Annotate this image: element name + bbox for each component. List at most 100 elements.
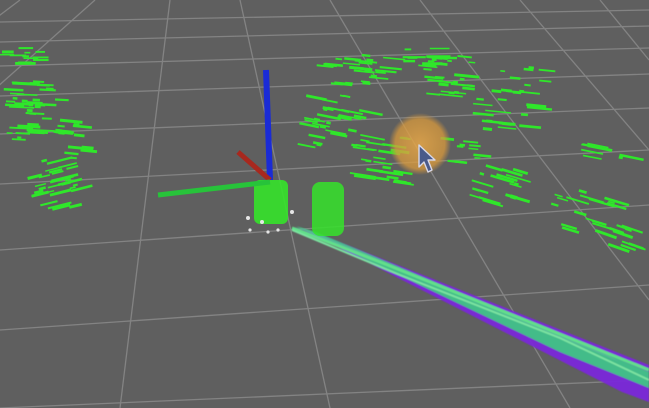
point-cloud-segment bbox=[471, 179, 494, 188]
robot-model bbox=[246, 180, 344, 236]
point-cloud-segment bbox=[370, 74, 378, 78]
point-cloud-segment bbox=[9, 105, 35, 109]
point-cloud-segment bbox=[393, 169, 413, 176]
point-cloud-segment bbox=[366, 58, 374, 62]
point-cloud-segment bbox=[51, 203, 71, 211]
point-cloud-segment bbox=[11, 138, 26, 141]
point-cloud-segment bbox=[33, 189, 44, 195]
point-cloud-segment bbox=[379, 66, 402, 71]
point-cloud-segment bbox=[347, 128, 357, 133]
point-cloud-segment bbox=[573, 210, 587, 217]
grid-line bbox=[519, 0, 649, 151]
point-cloud-segment bbox=[319, 125, 327, 129]
point-cloud-segment bbox=[337, 115, 352, 121]
point-cloud-segment bbox=[607, 242, 630, 253]
point-cloud-segment bbox=[351, 143, 358, 147]
point-cloud-segment bbox=[39, 88, 56, 92]
point-cloud-segment bbox=[47, 201, 72, 210]
grid-line bbox=[0, 73, 649, 97]
point-cloud-segment bbox=[556, 196, 569, 202]
point-cloud-segment bbox=[509, 182, 522, 188]
point-cloud-segment bbox=[500, 70, 506, 73]
point-cloud-segment bbox=[620, 243, 637, 252]
point-cloud-segment bbox=[58, 132, 65, 135]
point-cloud-segment bbox=[383, 56, 406, 61]
point-cloud-segment bbox=[313, 117, 321, 121]
point-cloud-segment bbox=[64, 151, 79, 156]
point-cloud-segment bbox=[392, 180, 414, 186]
point-cloud-segment bbox=[316, 113, 342, 121]
point-cloud-segment bbox=[462, 86, 475, 91]
point-cloud-segment bbox=[361, 53, 371, 58]
point-cloud-segment bbox=[510, 194, 518, 199]
point-cloud-segment bbox=[578, 189, 587, 194]
point-cloud-segment bbox=[438, 80, 455, 84]
x-axis bbox=[236, 150, 272, 182]
point-cloud-segment bbox=[468, 61, 476, 64]
point-cloud-segment bbox=[362, 81, 371, 85]
point-cloud-segment bbox=[334, 81, 353, 87]
point-cloud-segment bbox=[353, 174, 377, 181]
point-cloud-segment bbox=[297, 142, 316, 149]
point-cloud-segment bbox=[358, 108, 383, 117]
point-cloud-segment bbox=[322, 106, 334, 112]
point-cloud-segment bbox=[375, 71, 386, 74]
point-cloud-segment bbox=[479, 172, 485, 176]
point-cloud-segment bbox=[364, 69, 371, 74]
point-cloud-segment bbox=[49, 175, 74, 184]
point-cloud-segment bbox=[3, 88, 24, 92]
point-cloud-segment bbox=[580, 148, 604, 155]
point-cloud-segment bbox=[31, 190, 49, 198]
point-cloud-segment bbox=[526, 103, 547, 109]
point-cloud-segment bbox=[73, 123, 80, 126]
coordinate-axes bbox=[157, 69, 273, 198]
point-cloud-segment bbox=[438, 93, 463, 98]
point-cloud-segment bbox=[5, 100, 16, 103]
point-cloud-segment bbox=[539, 79, 552, 83]
point-cloud-segment bbox=[312, 122, 330, 128]
point-cloud-segment bbox=[36, 84, 50, 87]
point-cloud-segment bbox=[38, 186, 47, 191]
point-cloud-segment bbox=[538, 68, 556, 73]
purple-path bbox=[300, 228, 649, 402]
point-cloud-segment bbox=[25, 112, 45, 115]
point-cloud-segment bbox=[366, 141, 386, 146]
point-cloud-segment bbox=[299, 121, 320, 129]
point-cloud-segment bbox=[463, 140, 479, 144]
point-cloud-segment bbox=[450, 82, 475, 88]
point-cloud-segment bbox=[454, 73, 480, 79]
point-cloud-segment bbox=[441, 62, 448, 66]
point-cloud-segment bbox=[57, 124, 65, 128]
point-cloud-segment bbox=[45, 167, 58, 172]
point-cloud-segment bbox=[46, 156, 73, 165]
point-cloud-segment bbox=[621, 224, 644, 234]
point-cloud-segment bbox=[550, 202, 559, 207]
point-cloud-segment bbox=[587, 142, 609, 149]
grid-line bbox=[0, 149, 649, 185]
point-cloud-segment bbox=[582, 154, 602, 160]
point-cloud-segment bbox=[616, 224, 632, 232]
point-cloud-segment bbox=[32, 80, 45, 83]
point-cloud-segment bbox=[57, 162, 78, 169]
point-cloud-segment bbox=[524, 83, 531, 87]
point-cloud-segment bbox=[513, 182, 519, 187]
point-cloud-segment bbox=[353, 69, 375, 74]
point-cloud-segment bbox=[423, 68, 432, 71]
point-cloud-segment bbox=[341, 108, 363, 116]
point-cloud-segment bbox=[418, 64, 438, 69]
point-cloud-segment bbox=[481, 119, 503, 125]
point-cloud-segment bbox=[594, 229, 618, 240]
point-cloud-segment bbox=[342, 62, 360, 66]
point-cloud-segment bbox=[72, 183, 78, 187]
point-cloud-segment bbox=[621, 240, 646, 251]
point-cloud-segment bbox=[34, 182, 47, 188]
point-cloud-segment bbox=[386, 175, 399, 180]
point-cloud-segment bbox=[454, 160, 467, 164]
point-cloud-segment bbox=[473, 153, 492, 158]
point-cloud-segment bbox=[490, 174, 515, 184]
grid-line bbox=[119, 0, 171, 408]
point-cloud-segment bbox=[72, 186, 85, 192]
point-cloud-segment bbox=[353, 114, 367, 120]
